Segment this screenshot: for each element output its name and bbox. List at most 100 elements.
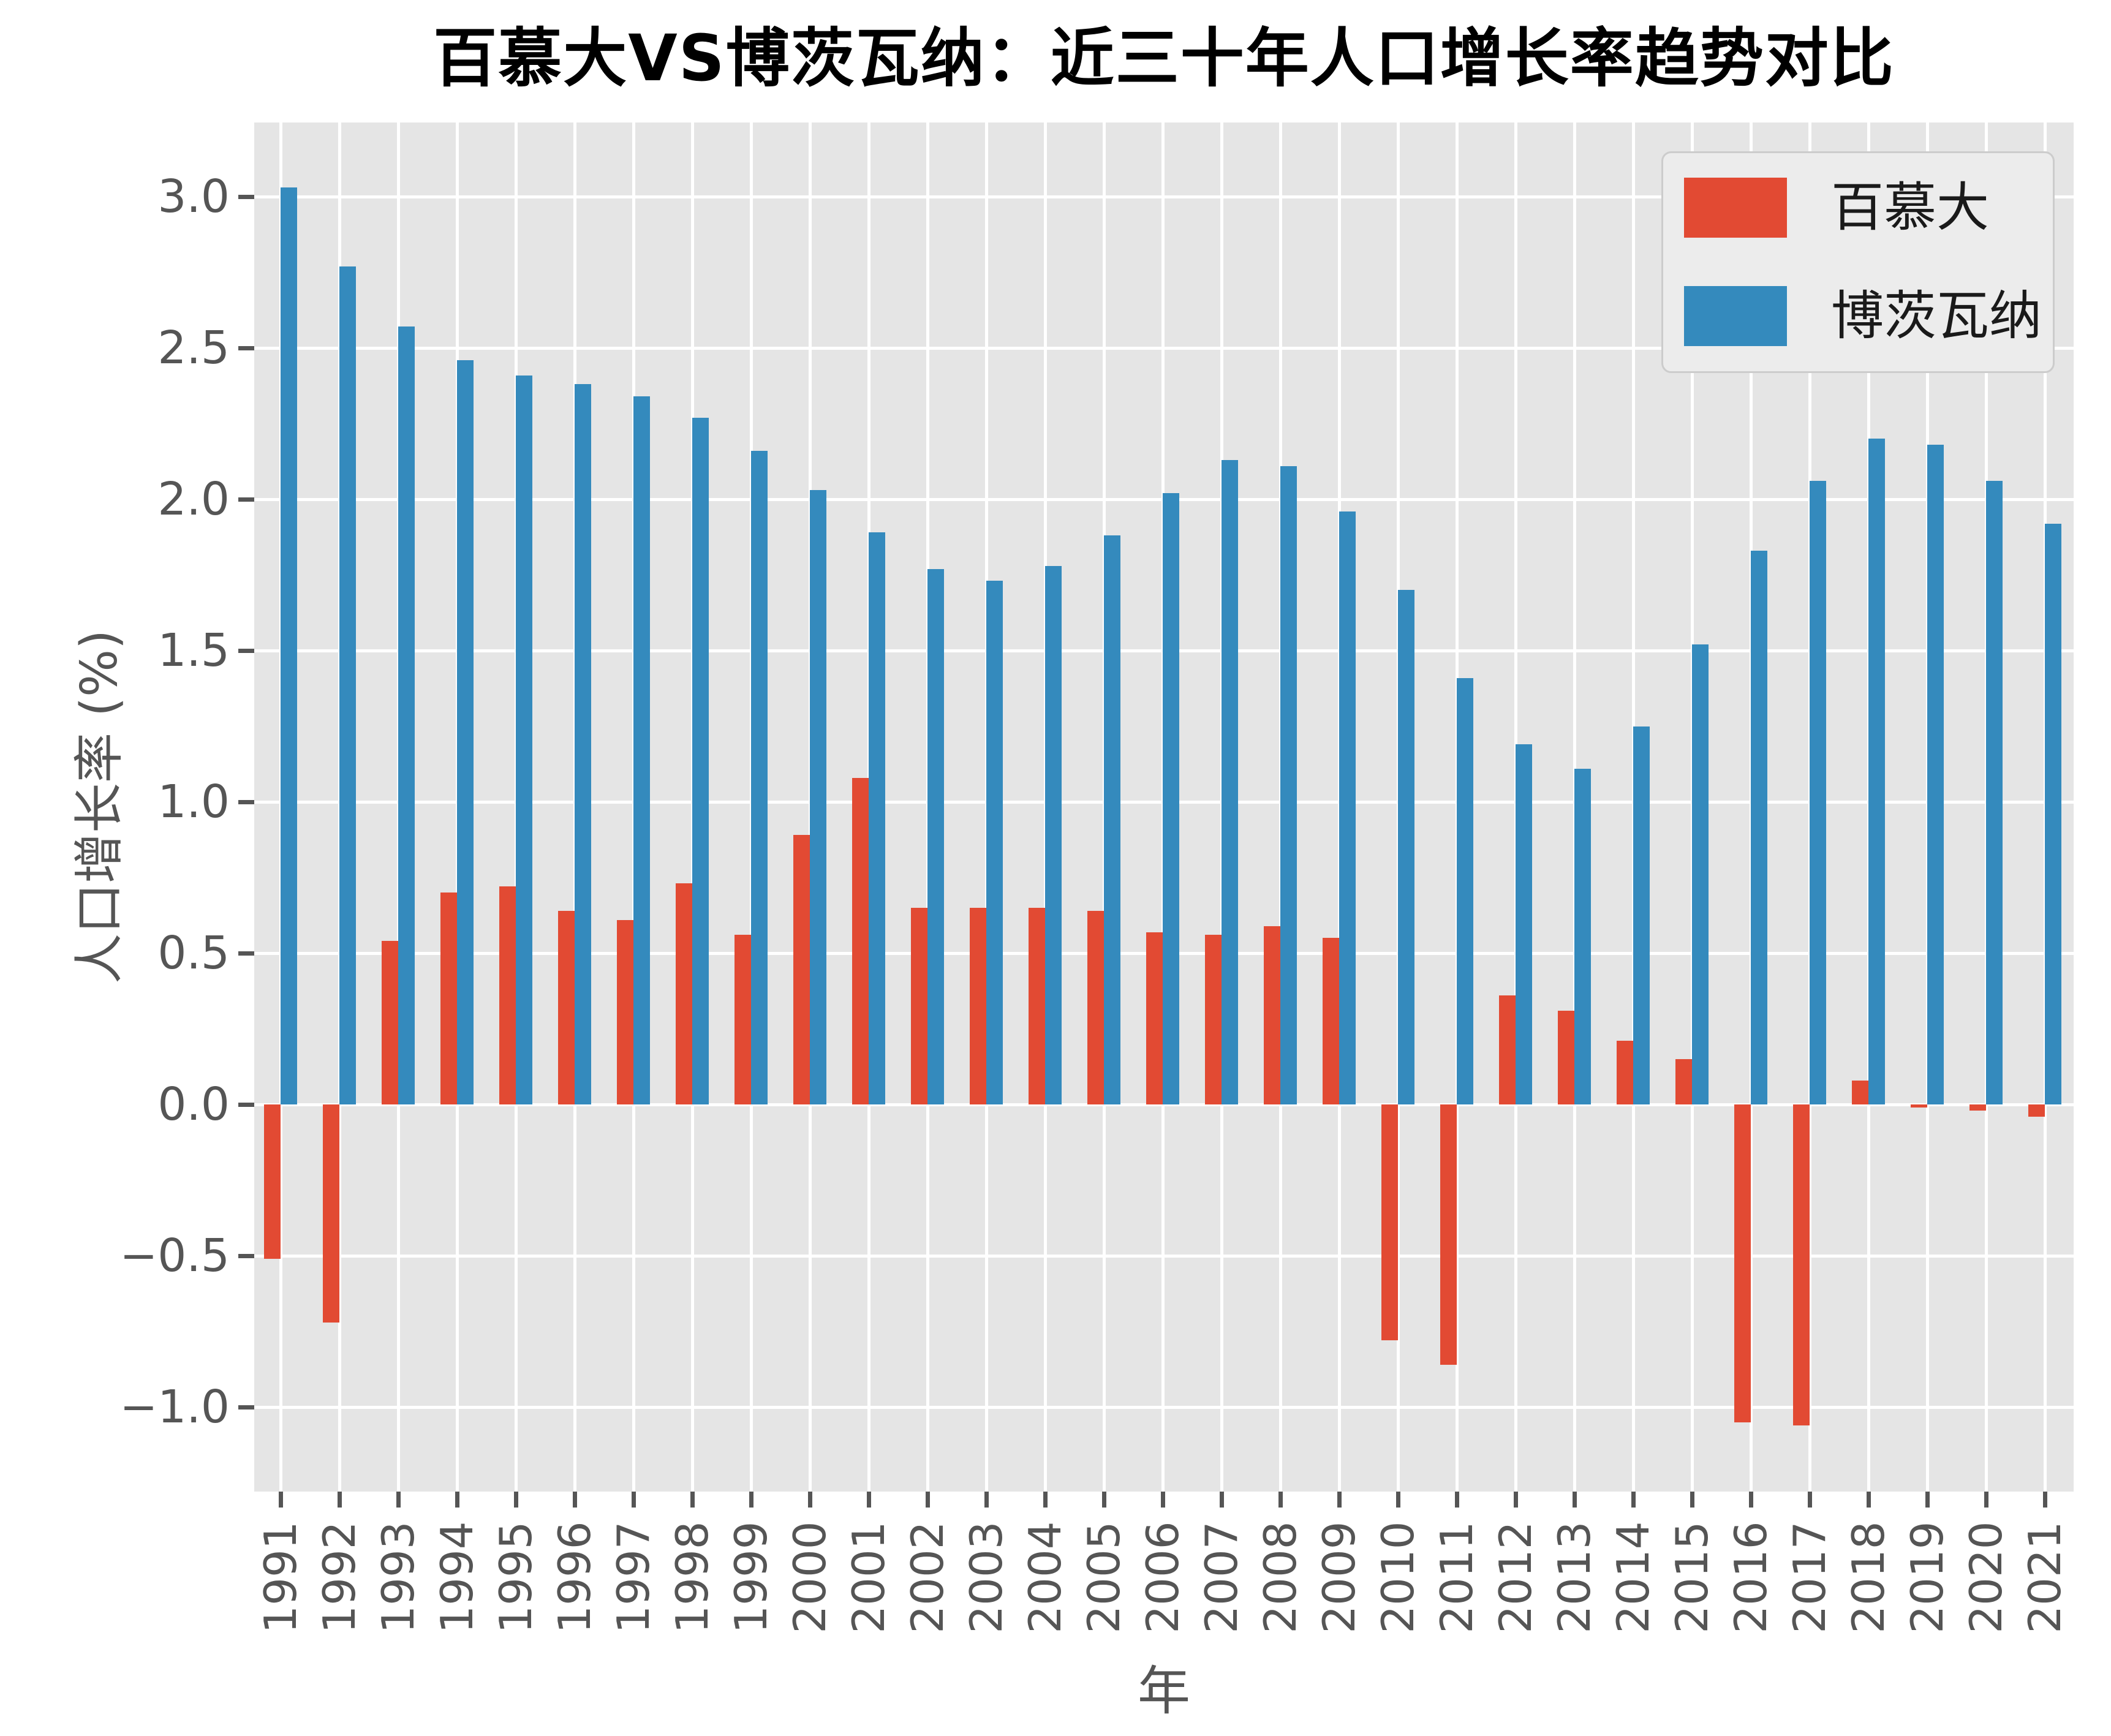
legend-label-botswana: 博茨瓦纳 <box>1831 285 2042 347</box>
bar-botswana-2018 <box>1868 439 1885 1105</box>
x-tick-mark <box>455 1492 459 1508</box>
bar-botswana-1997 <box>633 396 650 1105</box>
x-tick-label: 2015 <box>1666 1521 1718 1634</box>
y-tick-label: 1.0 <box>157 776 230 829</box>
x-tick-mark <box>1396 1492 1400 1508</box>
x-tick-mark <box>1573 1492 1577 1508</box>
x-tick-mark <box>867 1492 871 1508</box>
bar-botswana-2000 <box>810 490 826 1105</box>
bar-bermuda-2009 <box>1323 938 1339 1105</box>
x-tick-mark <box>632 1492 636 1508</box>
bar-botswana-1998 <box>692 417 709 1105</box>
legend-swatch-botswana <box>1684 286 1787 346</box>
x-tick-label: 1992 <box>314 1521 365 1634</box>
bar-botswana-2007 <box>1222 459 1238 1105</box>
bar-botswana-2006 <box>1163 493 1179 1105</box>
y-tick-mark <box>238 951 254 956</box>
x-tick-label: 2018 <box>1843 1521 1894 1634</box>
x-tick-label: 2016 <box>1725 1521 1777 1634</box>
x-tick-label: 2003 <box>961 1521 1012 1634</box>
bar-botswana-1993 <box>398 326 415 1105</box>
x-tick-label: 2007 <box>1196 1521 1247 1634</box>
x-tick-mark <box>1690 1492 1694 1508</box>
y-tick-mark <box>238 649 254 654</box>
bar-botswana-2020 <box>1986 481 2003 1105</box>
y-tick-mark <box>238 346 254 351</box>
bar-botswana-2008 <box>1280 466 1297 1105</box>
x-tick-mark <box>1808 1492 1812 1508</box>
x-tick-label: 2012 <box>1490 1521 1541 1634</box>
bar-bermuda-1992 <box>323 1104 339 1323</box>
bar-botswana-2016 <box>1751 551 1767 1105</box>
x-tick-label: 2013 <box>1549 1521 1600 1634</box>
bar-bermuda-2000 <box>793 835 810 1105</box>
x-tick-mark <box>1337 1492 1342 1508</box>
bar-bermuda-2019 <box>1911 1104 1927 1108</box>
x-tick-label: 2010 <box>1372 1521 1424 1634</box>
y-tick-mark <box>238 1405 254 1410</box>
bar-botswana-2014 <box>1633 726 1650 1105</box>
chart-title: 百慕大VS博茨瓦纳：近三十年人口增长率趋势对比 <box>433 21 1895 96</box>
bar-botswana-2011 <box>1457 677 1473 1105</box>
x-tick-mark <box>1514 1492 1518 1508</box>
bar-botswana-2010 <box>1398 590 1414 1105</box>
bar-bermuda-2007 <box>1205 935 1222 1105</box>
y-tick-mark <box>238 800 254 805</box>
y-gridline <box>254 347 2074 350</box>
x-tick-label: 1998 <box>667 1521 718 1634</box>
bar-botswana-2004 <box>1045 565 1062 1105</box>
bar-botswana-1994 <box>457 360 474 1105</box>
x-tick-mark <box>1220 1492 1224 1508</box>
x-tick-label: 1993 <box>372 1521 424 1634</box>
bar-bermuda-2013 <box>1558 1010 1574 1105</box>
x-tick-label: 2006 <box>1137 1521 1188 1634</box>
bar-botswana-2009 <box>1339 511 1356 1105</box>
y-gridline <box>254 1103 2074 1107</box>
bar-botswana-1992 <box>339 266 356 1105</box>
bar-botswana-2017 <box>1810 481 1826 1105</box>
x-tick-mark <box>984 1492 989 1508</box>
bar-botswana-2015 <box>1692 644 1709 1105</box>
bar-botswana-2013 <box>1574 768 1591 1105</box>
bar-botswana-2001 <box>869 532 885 1105</box>
x-tick-mark <box>690 1492 695 1508</box>
bar-botswana-1996 <box>575 384 591 1105</box>
bar-bermuda-1994 <box>440 893 457 1105</box>
x-tick-mark <box>396 1492 401 1508</box>
bar-bermuda-2010 <box>1381 1104 1398 1341</box>
bar-botswana-2005 <box>1104 535 1120 1105</box>
y-gridline <box>254 1255 2074 1258</box>
bar-bermuda-2008 <box>1264 926 1280 1105</box>
bar-bermuda-2006 <box>1146 932 1163 1105</box>
x-tick-label: 2019 <box>1901 1521 1953 1634</box>
legend-item-botswana: 博茨瓦纳 <box>1684 286 2042 346</box>
x-tick-mark <box>808 1492 812 1508</box>
x-tick-mark <box>1455 1492 1459 1508</box>
y-tick-label: 2.5 <box>157 322 230 375</box>
bar-botswana-1999 <box>751 451 768 1105</box>
bar-bermuda-2020 <box>1969 1104 1986 1111</box>
x-tick-mark <box>279 1492 283 1508</box>
x-tick-mark <box>2043 1492 2047 1508</box>
bar-bermuda-1991 <box>264 1104 281 1259</box>
y-tick-mark <box>238 1254 254 1259</box>
x-tick-mark <box>1925 1492 1930 1508</box>
y-tick-label: 0.5 <box>157 927 230 980</box>
legend: 百慕大 博茨瓦纳 <box>1661 151 2055 373</box>
x-tick-label: 1997 <box>608 1521 659 1634</box>
y-tick-mark <box>238 1103 254 1108</box>
bar-botswana-2012 <box>1516 744 1532 1105</box>
bar-bermuda-2004 <box>1029 908 1045 1105</box>
x-tick-label: 1994 <box>431 1521 483 1634</box>
x-tick-mark <box>749 1492 753 1508</box>
x-tick-mark <box>1161 1492 1165 1508</box>
y-tick-mark <box>238 497 254 502</box>
x-tick-label: 1999 <box>725 1521 777 1634</box>
x-tick-label: 1991 <box>255 1521 306 1634</box>
bar-bermuda-1996 <box>558 910 575 1105</box>
x-tick-mark <box>1867 1492 1871 1508</box>
y-tick-mark <box>238 195 254 200</box>
bar-bermuda-1993 <box>382 941 398 1105</box>
x-tick-mark <box>1043 1492 1048 1508</box>
y-tick-label: −0.5 <box>119 1229 230 1283</box>
